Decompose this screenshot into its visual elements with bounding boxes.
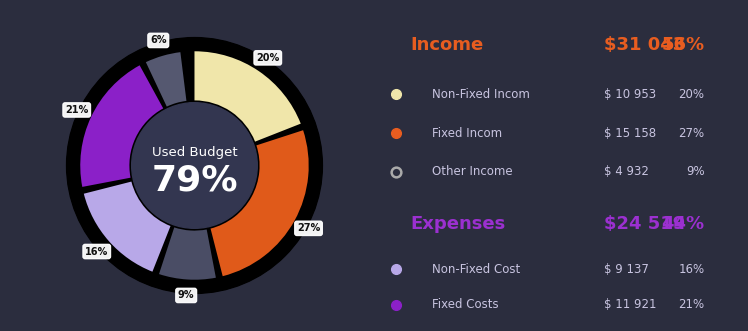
Wedge shape xyxy=(194,51,301,142)
Wedge shape xyxy=(191,38,315,145)
Wedge shape xyxy=(208,122,322,290)
Wedge shape xyxy=(146,52,186,107)
Circle shape xyxy=(67,38,322,293)
Wedge shape xyxy=(84,182,171,272)
Text: 27%: 27% xyxy=(297,223,320,233)
Text: 20%: 20% xyxy=(678,88,705,101)
Text: $31 043: $31 043 xyxy=(604,36,685,55)
Circle shape xyxy=(132,103,257,228)
Text: Non-Fixed Incom: Non-Fixed Incom xyxy=(432,88,530,101)
Text: Income: Income xyxy=(410,36,483,55)
Text: 27%: 27% xyxy=(678,126,705,140)
Text: 16%: 16% xyxy=(85,247,108,257)
Text: 9%: 9% xyxy=(686,166,705,178)
Circle shape xyxy=(132,103,257,228)
Wedge shape xyxy=(70,179,174,286)
Text: 21%: 21% xyxy=(678,299,705,311)
Wedge shape xyxy=(67,51,167,193)
Text: $ 11 921: $ 11 921 xyxy=(604,299,657,311)
Text: 21%: 21% xyxy=(65,105,88,115)
Text: $ 4 932: $ 4 932 xyxy=(604,166,649,178)
Text: 56%: 56% xyxy=(661,36,705,55)
Text: 20%: 20% xyxy=(256,53,280,63)
Wedge shape xyxy=(159,227,216,280)
Text: Non-Fixed Cost: Non-Fixed Cost xyxy=(432,263,520,276)
Text: 44%: 44% xyxy=(661,215,705,233)
Text: $ 9 137: $ 9 137 xyxy=(604,263,649,276)
Text: $ 15 158: $ 15 158 xyxy=(604,126,656,140)
Text: $ 10 953: $ 10 953 xyxy=(604,88,656,101)
Wedge shape xyxy=(136,38,188,112)
Wedge shape xyxy=(210,130,309,276)
Text: 6%: 6% xyxy=(150,35,167,45)
Text: Used Budget: Used Budget xyxy=(152,146,237,160)
Text: 16%: 16% xyxy=(678,263,705,276)
Text: Fixed Costs: Fixed Costs xyxy=(432,299,498,311)
Text: 9%: 9% xyxy=(178,290,194,301)
Text: Expenses: Expenses xyxy=(410,215,506,233)
Wedge shape xyxy=(80,65,163,187)
Text: 79%: 79% xyxy=(151,163,238,197)
Text: $24 519: $24 519 xyxy=(604,215,685,233)
Text: Fixed Incom: Fixed Incom xyxy=(432,126,502,140)
Text: Other Income: Other Income xyxy=(432,166,512,178)
Wedge shape xyxy=(151,222,222,293)
